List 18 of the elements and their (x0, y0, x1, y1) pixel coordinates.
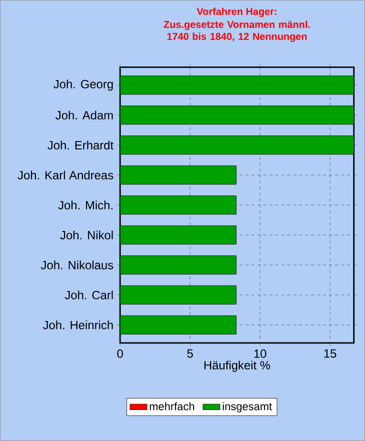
x-tick-label: 10 (254, 349, 266, 358)
y-tick-label: Joh. Carl (64, 290, 113, 300)
y-tick-label: Joh. Georg (54, 80, 113, 91)
y-tick-label: Joh. Heinrich (42, 320, 113, 330)
x-tick-label: 0 (117, 349, 123, 358)
y-tick-label: Joh. Nikol (60, 230, 113, 240)
legend-label: mehrfach (150, 402, 194, 410)
y-tick-label: Joh. Mich. (58, 200, 112, 210)
y-tick-label: Joh. Karl Andreas (18, 170, 114, 180)
x-axis-title: Häufigkeit % (204, 360, 270, 372)
chart-title: Vorfahren Hager: (196, 8, 276, 18)
legend-label: insgesamt (222, 402, 272, 412)
chart-subtitle: Zus.gesetzte Vornamen männl. 1740 bis 1840, 12 Nennungen (164, 20, 310, 42)
x-tick-label: 5 (187, 349, 193, 358)
y-tick-label: Joh. Nikolaus (40, 260, 114, 270)
x-tick-label: 15 (324, 349, 336, 358)
y-tick-label: Joh. Adam (56, 110, 113, 120)
y-tick-label: Joh. Erhardt (48, 140, 114, 150)
